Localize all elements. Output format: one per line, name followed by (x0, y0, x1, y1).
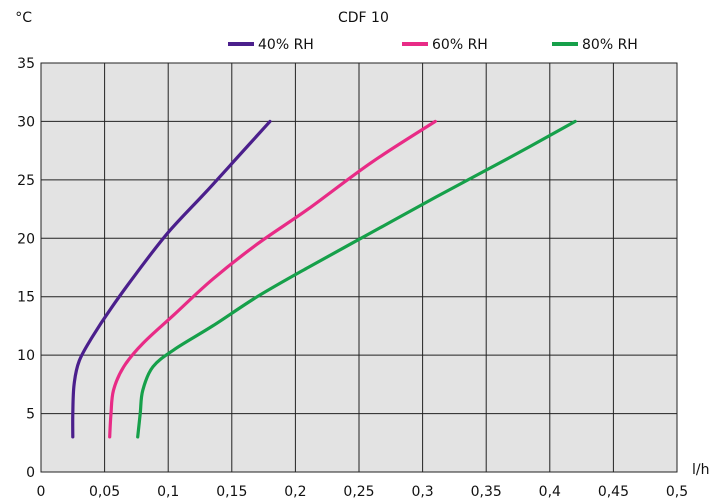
series-line-2 (108, 119, 437, 439)
y-tick-label: 5 (26, 407, 35, 423)
x-tick-label: 0,3 (411, 484, 433, 500)
grid-lines (40, 62, 678, 473)
series-line-1 (71, 119, 272, 439)
y-tick-label: 0 (26, 465, 35, 481)
legend: 40% RH 60% RH 80% RH (228, 37, 638, 53)
x-tick-label: 0,15 (216, 484, 247, 500)
x-tick-label: 0,5 (666, 484, 688, 500)
legend-label-1: 40% RH (258, 37, 314, 53)
x-tick-label: 0,35 (471, 484, 502, 500)
x-tick-label: 0 (37, 484, 46, 500)
series-lines (71, 119, 577, 439)
legend-label-2: 60% RH (432, 37, 488, 53)
legend-label-3: 80% RH (582, 37, 638, 53)
y-axis-label: °C (15, 10, 32, 26)
x-tick-label: 0,25 (343, 484, 374, 500)
y-tick-labels: 0 5 10 15 20 25 30 35 (17, 56, 35, 481)
x-tick-labels: 0 0,05 0,1 0,15 0,2 0,25 0,3 0,35 0,4 0,45 0,5 (37, 484, 689, 500)
y-tick-label: 15 (17, 290, 35, 306)
y-tick-label: 35 (17, 56, 35, 72)
y-tick-label: 10 (17, 348, 35, 364)
plot-frame (40, 62, 678, 473)
x-tick-label: 0,2 (284, 484, 306, 500)
y-tick-label: 20 (17, 231, 35, 247)
y-tick-label: 30 (17, 114, 35, 130)
x-tick-label: 0,05 (89, 484, 120, 500)
x-tick-label: 0,45 (598, 484, 629, 500)
x-axis-label: l/h (692, 462, 709, 478)
chart-title: CDF 10 (338, 10, 389, 26)
series-line-3 (136, 119, 577, 439)
x-tick-label: 0,1 (157, 484, 179, 500)
y-tick-label: 25 (17, 173, 35, 189)
x-tick-label: 0,4 (539, 484, 561, 500)
